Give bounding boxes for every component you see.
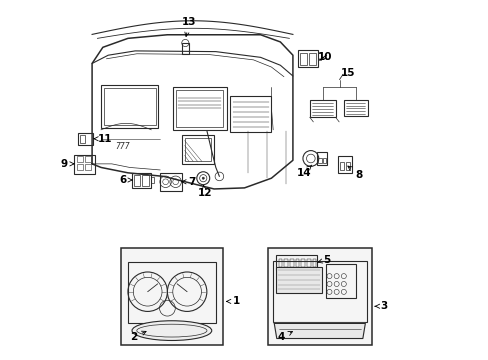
Bar [284,259,287,267]
Text: 3: 3 [374,301,387,311]
Bar [337,156,351,173]
Text: 12: 12 [198,185,212,198]
Bar [77,164,83,170]
Bar [85,156,91,162]
Bar [132,173,151,188]
Bar [80,135,84,143]
Polygon shape [274,323,365,338]
Text: 11: 11 [94,134,112,144]
Bar [298,50,317,67]
Text: 5: 5 [317,255,330,265]
Text: 7: 7 [182,177,195,187]
Bar [300,53,306,64]
Text: 4: 4 [277,332,292,342]
Bar [295,259,299,267]
Text: 2: 2 [129,331,146,342]
Bar [85,164,91,170]
Bar [142,175,148,186]
Bar [339,162,343,170]
Bar [182,43,188,54]
Bar [322,158,325,163]
Bar [312,259,316,267]
Ellipse shape [132,321,211,341]
Bar [308,53,315,64]
Bar [345,162,349,170]
Text: 777: 777 [115,142,130,151]
Bar [275,267,322,293]
Bar [121,248,223,345]
Text: 8: 8 [347,166,362,180]
Circle shape [202,177,204,179]
Bar [267,248,371,345]
Bar [78,133,93,145]
Bar [344,100,367,116]
Bar [317,53,320,60]
Bar [184,138,211,161]
Bar [133,175,140,186]
Bar [306,259,310,267]
Bar [273,261,366,321]
Bar [128,262,215,323]
Bar [74,155,95,174]
Bar [325,264,356,298]
Bar [172,87,226,130]
Text: 10: 10 [318,52,332,62]
Bar [289,259,293,267]
Bar [301,259,304,267]
Text: 9: 9 [61,159,74,169]
Bar [316,152,326,165]
Bar [159,173,182,191]
Text: 15: 15 [341,68,355,78]
Bar [309,100,335,117]
Bar [77,156,83,162]
Bar [275,255,316,270]
Bar [175,90,223,127]
Bar [151,177,154,183]
Text: 14: 14 [296,165,311,178]
Bar [318,158,321,163]
Bar [278,259,282,267]
Text: 13: 13 [182,17,196,36]
Bar [230,96,271,132]
Bar [101,85,158,128]
Bar [182,135,214,164]
Text: 1: 1 [226,296,240,306]
Bar [104,88,156,126]
Text: 6: 6 [119,175,132,185]
